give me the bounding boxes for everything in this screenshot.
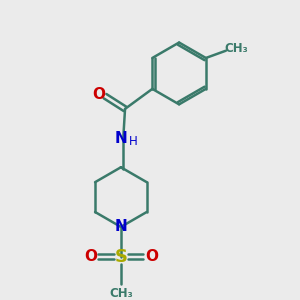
Text: CH₃: CH₃ (109, 286, 133, 300)
Text: O: O (145, 249, 158, 264)
Text: CH₃: CH₃ (224, 42, 248, 56)
Text: O: O (84, 249, 97, 264)
Text: H: H (129, 135, 138, 148)
Text: N: N (115, 219, 127, 234)
Text: N: N (115, 131, 128, 146)
Text: S: S (114, 248, 128, 266)
Text: O: O (92, 87, 105, 102)
